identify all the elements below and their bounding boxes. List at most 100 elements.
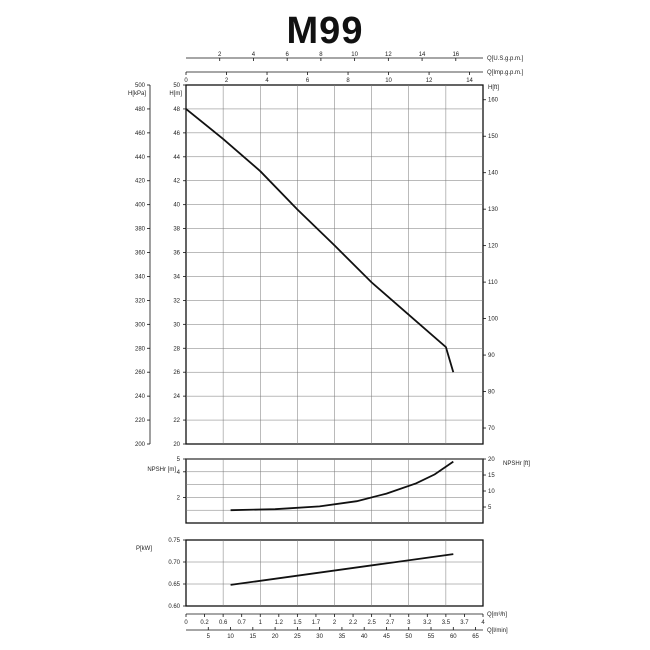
npsh-curve-line [230,460,454,512]
x-tick-label-impgpm: 0 [184,78,188,84]
y-tick-label-m: 20 [173,442,180,448]
y-tick-label-kpa: 260 [135,370,146,376]
x-tick-label-lmin: 50 [405,634,412,640]
y-tick-label-ft: 70 [488,426,495,432]
y-tick-label-kpa: 400 [135,203,146,209]
x-tick-label-lmin: 10 [227,634,234,640]
y-tick-label-kpa: 220 [135,418,146,424]
y-tick-label-m: 42 [173,179,180,185]
y-tick-label-kpa: 480 [135,107,146,113]
npsh-tick-label-m: 2 [177,495,181,501]
y-tick-label-m: 22 [173,418,180,424]
x-tick-label-m3h: 0.6 [219,620,228,626]
x-tick-label-m3h: 1.5 [293,620,302,626]
npsh-tick-label-ft: 15 [488,473,495,479]
x-tick-label-m3h: 0.2 [200,620,209,626]
x-tick-label-m3h: 4 [481,620,485,626]
y-tick-label-kpa: 280 [135,346,146,352]
y-tick-label-m: 50 [173,83,180,89]
x-tick-label-lmin: 25 [294,634,301,640]
x-tick-label-m3h: 1 [259,620,263,626]
x-tick-label-impgpm: 2 [225,78,229,84]
x-tick-label-impgpm: 4 [265,78,269,84]
axis-ticks [147,57,486,631]
x-tick-label-lmin: 35 [339,634,346,640]
x-tick-label-m3h: 2.5 [367,620,376,626]
x-tick-label-m3h: 1.2 [275,620,284,626]
curves [185,108,455,586]
y-axis-label-m: H[m] [169,91,182,97]
x-tick-label-impgpm: 6 [306,78,310,84]
x-axis-label-m3h: Q[m³/h] [487,612,507,618]
x-tick-label-m3h: 2 [333,620,337,626]
x-tick-label-usgpm: 16 [452,52,459,58]
y-tick-label-kpa: 200 [135,442,146,448]
power-tick-label: 0.65 [168,582,180,588]
y-tick-label-kpa: 300 [135,322,146,328]
y-tick-label-m: 48 [173,107,180,113]
y-tick-label-m: 36 [173,251,180,257]
x-tick-label-usgpm: 12 [385,52,392,58]
x-tick-label-m3h: 0.7 [238,620,247,626]
x-tick-label-lmin: 55 [428,634,435,640]
x-tick-label-m3h: 0 [184,620,188,626]
power-tick-label: 0.75 [168,538,180,544]
head-curve-line [185,108,455,373]
y-tick-label-ft: 110 [488,280,498,286]
x-axis-label-lmin: Q[l/min] [487,628,508,634]
x-tick-label-m3h: 3.2 [423,620,432,626]
y-tick-label-m: 46 [173,131,180,137]
y-tick-label-ft: 120 [488,244,499,250]
y-tick-label-ft: 130 [488,207,499,213]
y-tick-label-kpa: 380 [135,227,146,233]
power-curve-line [230,553,454,586]
x-axis-label-usgpm: Q[U.S.g.p.m.] [487,56,524,62]
y-tick-label-m: 38 [173,227,180,233]
npsh-tick-label-ft: 5 [488,505,492,511]
y-axis-label-kpa: H[kPa] [128,91,146,97]
x-tick-label-lmin: 30 [316,634,323,640]
y-tick-label-ft: 140 [488,171,499,177]
y-tick-label-kpa: 500 [135,83,146,89]
npsh-tick-label-m: 5 [177,457,181,463]
x-tick-label-lmin: 45 [383,634,390,640]
x-tick-label-usgpm: 4 [252,52,256,58]
x-tick-label-lmin: 60 [450,634,457,640]
y-tick-label-m: 40 [173,203,180,209]
y-tick-label-kpa: 320 [135,298,146,304]
y-tick-label-kpa: 460 [135,131,146,137]
y-tick-label-m: 30 [173,322,180,328]
y-tick-label-ft: 150 [488,134,499,140]
npsh-tick-label-m: 4 [177,470,181,476]
x-tick-label-lmin: 40 [361,634,368,640]
x-tick-label-lmin: 20 [272,634,279,640]
y-tick-label-m: 26 [173,370,180,376]
power-tick-label: 0.70 [168,560,180,566]
x-tick-label-usgpm: 2 [218,52,222,58]
x-tick-label-m3h: 3.7 [460,620,469,626]
x-tick-label-usgpm: 14 [419,52,426,58]
x-tick-label-m3h: 3 [407,620,411,626]
x-tick-label-usgpm: 10 [351,52,358,58]
x-tick-label-impgpm: 12 [426,78,433,84]
power-tick-label: 0.60 [168,604,180,610]
y-tick-label-m: 34 [173,274,180,280]
y-tick-label-kpa: 420 [135,179,146,185]
x-tick-label-impgpm: 10 [385,78,392,84]
x-tick-label-m3h: 3.5 [442,620,451,626]
y-tick-label-m: 44 [173,155,180,161]
y-tick-label-m: 32 [173,298,180,304]
power-axis-label: P[kW] [136,546,152,552]
x-tick-label-impgpm: 8 [346,78,350,84]
x-tick-label-lmin: 15 [249,634,256,640]
y-tick-label-ft: 100 [488,317,499,323]
y-tick-label-ft: 160 [488,98,499,104]
x-axis-label-impgpm: Q[Imp.g.p.m.] [487,70,524,76]
x-tick-label-usgpm: 6 [286,52,290,58]
x-tick-label-lmin: 65 [472,634,479,640]
x-tick-label-impgpm: 14 [466,78,473,84]
y-tick-label-kpa: 360 [135,251,146,257]
y-tick-label-kpa: 240 [135,394,146,400]
npsh-axis-label-ft: NPSHr [ft] [503,461,530,467]
